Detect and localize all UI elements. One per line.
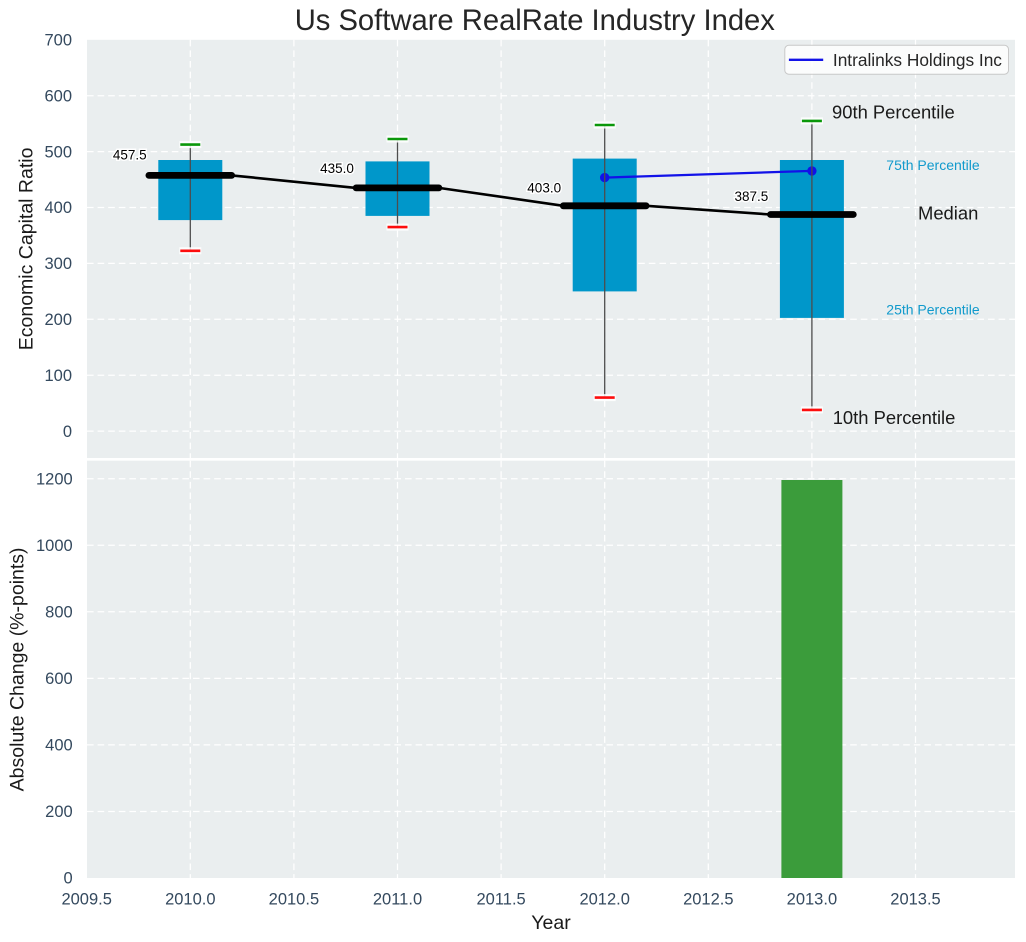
svg-text:1000: 1000 [36, 537, 73, 555]
svg-text:400: 400 [44, 199, 72, 217]
svg-text:700: 700 [44, 32, 72, 50]
svg-text:2010.5: 2010.5 [269, 891, 319, 909]
svg-text:457.5: 457.5 [113, 148, 147, 163]
svg-text:2013.0: 2013.0 [787, 891, 837, 909]
svg-text:800: 800 [45, 604, 73, 622]
svg-text:0: 0 [63, 423, 72, 441]
svg-text:Median: Median [918, 202, 978, 223]
svg-text:75th Percentile: 75th Percentile [886, 157, 980, 173]
svg-text:Economic Capital Ratio: Economic Capital Ratio [15, 147, 37, 350]
svg-text:403.0: 403.0 [527, 181, 561, 196]
svg-text:435.0: 435.0 [320, 161, 354, 176]
svg-text:300: 300 [44, 255, 72, 273]
svg-text:2010.0: 2010.0 [165, 891, 215, 909]
svg-text:457.5: 457.5 [113, 148, 147, 163]
svg-text:25th Percentile: 25th Percentile [886, 301, 980, 317]
svg-text:Us Software RealRate Industry: Us Software RealRate Industry Index [295, 5, 776, 37]
svg-text:Absolute Change (%-points): Absolute Change (%-points) [6, 547, 28, 791]
svg-text:1200: 1200 [36, 470, 73, 488]
svg-text:403.0: 403.0 [527, 181, 561, 196]
svg-text:100: 100 [44, 367, 72, 385]
svg-text:200: 200 [44, 311, 72, 329]
svg-text:435.0: 435.0 [320, 161, 354, 176]
svg-text:200: 200 [45, 803, 73, 821]
svg-text:2011.0: 2011.0 [373, 891, 422, 909]
svg-text:Year: Year [531, 912, 571, 934]
svg-text:600: 600 [44, 87, 72, 105]
svg-text:387.5: 387.5 [735, 189, 769, 204]
svg-text:387.5: 387.5 [735, 189, 769, 204]
svg-text:500: 500 [44, 143, 72, 161]
svg-text:Intralinks Holdings Inc: Intralinks Holdings Inc [833, 50, 1002, 70]
svg-text:10th Percentile: 10th Percentile [833, 407, 956, 428]
svg-text:2012.0: 2012.0 [579, 891, 629, 909]
svg-text:2012.5: 2012.5 [683, 891, 733, 909]
svg-text:2013.5: 2013.5 [890, 891, 940, 909]
svg-text:400: 400 [45, 737, 73, 755]
svg-text:0: 0 [64, 870, 73, 888]
svg-text:90th Percentile: 90th Percentile [832, 101, 955, 122]
svg-text:2009.5: 2009.5 [61, 891, 111, 909]
svg-text:2011.5: 2011.5 [476, 891, 525, 909]
svg-text:600: 600 [45, 670, 73, 688]
